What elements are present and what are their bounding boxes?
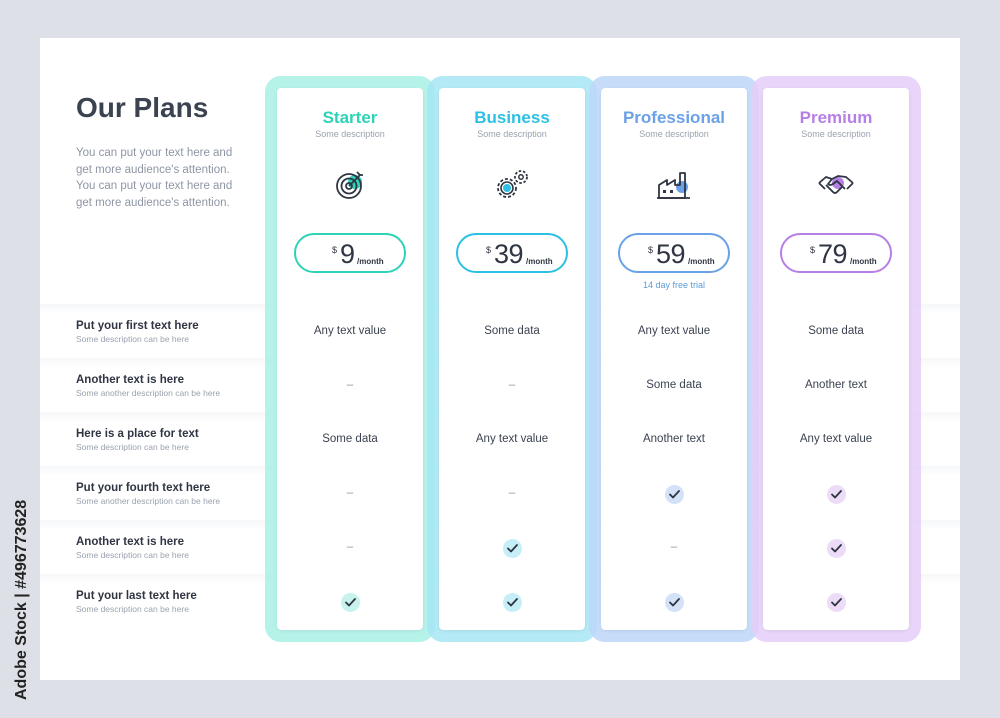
check-icon [665, 593, 684, 612]
currency-symbol: $ [486, 245, 492, 255]
currency-symbol: $ [648, 245, 654, 255]
cell-value: Any text value [475, 433, 549, 445]
price-amount: 9 [340, 239, 355, 269]
row-description: Some description can be here [76, 334, 189, 344]
plan-name: Premium [799, 108, 873, 127]
price-period: /month [688, 257, 715, 266]
currency-symbol: $ [332, 245, 338, 255]
empty-value: – [670, 541, 678, 553]
price-button[interactable]: $59/month [618, 233, 730, 273]
target-icon [330, 165, 370, 205]
row-title: Put your fourth text here [76, 482, 211, 494]
row-title: Here is a place for text [76, 428, 199, 440]
check-icon [827, 485, 846, 504]
cell-value: Some data [484, 325, 540, 337]
currency-symbol: $ [810, 245, 816, 255]
check-icon [503, 593, 522, 612]
empty-value: – [346, 541, 354, 553]
plan-name: Starter [322, 108, 378, 127]
watermark-text: Adobe Stock | #496773628 [13, 499, 30, 700]
handshake-icon [816, 165, 856, 205]
row-description: Some another description can be here [76, 496, 221, 506]
factory-icon [654, 165, 694, 205]
gears-icon [492, 165, 532, 205]
row-description: Some description can be here [76, 604, 189, 614]
check-icon [503, 539, 522, 558]
plan-card [601, 88, 747, 630]
empty-value: – [346, 379, 354, 391]
cell-value: Any text value [799, 433, 873, 445]
price-period: /month [357, 257, 384, 266]
empty-value: – [346, 487, 354, 499]
cell-value: Some data [646, 379, 702, 391]
row-label: Another text is here Some another descrip… [76, 374, 220, 398]
page-title: Our Plans [76, 92, 209, 123]
intro-text: You can put your text here and get more … [76, 147, 233, 209]
cell-value: Any text value [637, 325, 711, 337]
price-period: /month [526, 257, 553, 266]
row-title: Put your first text here [76, 320, 199, 332]
check-icon [827, 593, 846, 612]
row-description: Some description can be here [76, 550, 189, 560]
empty-value: – [508, 487, 516, 499]
row-label: Another text is here Some description can… [76, 536, 189, 560]
cell-value: Some data [808, 325, 864, 337]
price-period: /month [850, 257, 877, 266]
plan-name: Business [474, 108, 550, 127]
row-description: Some description can be here [76, 442, 189, 452]
plan-description: Some description [477, 129, 547, 139]
price-button[interactable]: $79/month [780, 233, 892, 273]
row-label: Put your last text here Some description … [76, 590, 197, 614]
plan-description: Some description [315, 129, 385, 139]
plan-column-starter [265, 76, 435, 642]
cell-value: Any text value [313, 325, 387, 337]
price-button[interactable]: $39/month [456, 233, 568, 273]
price-amount: 79 [818, 239, 848, 269]
cell-value: Some data [322, 433, 378, 445]
plan-description: Some description [639, 129, 709, 139]
row-label: Put your first text here Some description… [76, 320, 199, 344]
row-description: Some another description can be here [76, 388, 221, 398]
plan-description: Some description [801, 129, 871, 139]
empty-value: – [508, 379, 516, 391]
row-title: Put your last text here [76, 590, 197, 602]
row-title: Another text is here [76, 374, 184, 386]
check-icon [665, 485, 684, 504]
row-label: Put your fourth text here Some another de… [76, 482, 220, 506]
price-button[interactable]: $9/month [294, 233, 406, 273]
plan-column-premium [751, 76, 921, 642]
trial-note: 14 day free trial [642, 280, 706, 290]
check-icon [827, 539, 846, 558]
price-amount: 59 [656, 239, 686, 269]
plan-name: Professional [622, 108, 726, 127]
cell-value: Another text [642, 433, 705, 445]
check-icon [341, 593, 360, 612]
cell-value: Another text [804, 379, 867, 391]
price-amount: 39 [494, 239, 524, 269]
row-label: Here is a place for text Some description… [76, 428, 199, 452]
row-title: Another text is here [76, 536, 184, 548]
